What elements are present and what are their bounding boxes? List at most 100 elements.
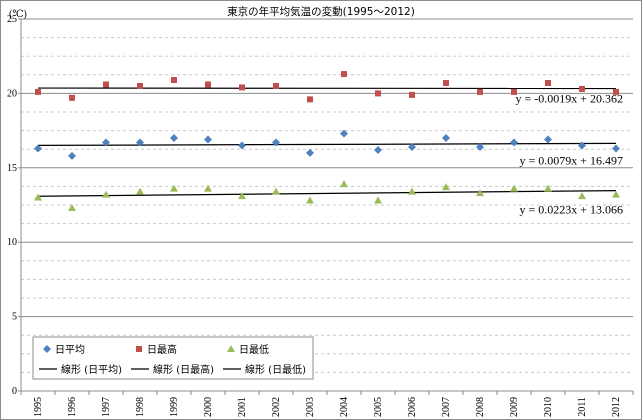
data-point xyxy=(306,196,314,204)
data-point xyxy=(578,141,586,150)
marker-layer xyxy=(34,71,620,211)
y-tick-label: 20 xyxy=(7,88,17,99)
data-point xyxy=(205,81,211,88)
data-point xyxy=(375,90,381,97)
data-point xyxy=(68,151,76,160)
legend-marker xyxy=(227,345,235,352)
data-point xyxy=(544,135,552,144)
legend-marker xyxy=(136,346,142,352)
data-point xyxy=(341,71,347,78)
data-point xyxy=(340,180,348,188)
data-point xyxy=(239,84,245,91)
legend-label: 日最低 xyxy=(239,343,269,356)
data-point xyxy=(443,79,449,86)
trendline xyxy=(37,190,617,197)
legend-label: 日平均 xyxy=(55,344,85,356)
axis-layer: 0 5 10 15 20 25 1995 1996 1997 1998 1999 2000 2001 20… xyxy=(7,14,634,417)
trendline-equation: y = -0.0019x + 20.362 xyxy=(515,92,623,106)
data-point xyxy=(510,184,518,192)
data-point xyxy=(408,142,416,151)
data-point xyxy=(545,79,551,86)
data-point xyxy=(272,138,280,147)
data-point xyxy=(69,94,75,101)
legend-marker xyxy=(43,345,51,353)
grid-layer xyxy=(21,18,633,373)
y-tick-label: 25 xyxy=(7,14,17,25)
y-tick-label: 15 xyxy=(7,163,17,174)
legend-label: 日最高 xyxy=(147,343,177,356)
y-tick-label: 5 xyxy=(12,312,17,323)
legend-label: 線形 (日平均) xyxy=(61,363,122,376)
data-point xyxy=(273,82,279,89)
y-tick-label: 10 xyxy=(7,237,17,248)
trendline xyxy=(37,142,617,147)
data-point xyxy=(170,184,178,192)
data-point xyxy=(612,144,620,153)
data-point xyxy=(544,184,552,192)
data-point xyxy=(171,77,177,84)
x-tick-label: 2007 xyxy=(441,397,452,417)
x-tick-label: 2001 xyxy=(237,397,248,417)
data-point xyxy=(442,183,450,191)
data-point xyxy=(102,190,110,198)
data-point xyxy=(306,148,314,157)
data-point xyxy=(34,144,42,153)
x-tick-label: 2004 xyxy=(339,397,350,417)
data-point xyxy=(307,96,313,103)
y-axis-unit: (℃) xyxy=(9,9,27,20)
trendline-equation: y = 0.0079x + 16.497 xyxy=(519,153,623,167)
data-point xyxy=(613,88,619,95)
x-tick-label: 2010 xyxy=(543,397,554,417)
data-point xyxy=(408,187,416,195)
data-point xyxy=(136,138,144,147)
x-tick-label: 1996 xyxy=(67,397,78,417)
y-tick-label: 0 xyxy=(12,386,17,397)
x-tick-label: 1997 xyxy=(101,397,112,417)
data-point xyxy=(34,193,42,201)
x-tick-label: 1998 xyxy=(135,397,146,417)
data-point xyxy=(170,134,178,143)
x-tick-label: 2003 xyxy=(305,397,316,417)
data-point xyxy=(374,196,382,204)
data-point xyxy=(238,141,246,150)
label-layer: y = 0.0079x + 16.497 y = -0.0019x + 20.36… xyxy=(515,92,623,217)
trendline-equation: y = 0.0223x + 13.066 xyxy=(519,203,623,217)
data-point xyxy=(409,91,415,98)
data-point xyxy=(511,88,517,95)
data-point xyxy=(238,192,246,200)
x-tick-label: 2011 xyxy=(577,397,588,417)
data-point xyxy=(204,135,212,144)
data-point xyxy=(272,187,280,195)
data-point xyxy=(68,203,76,211)
data-point xyxy=(374,145,382,154)
x-tick-label: 1999 xyxy=(169,397,180,417)
data-point xyxy=(137,82,143,89)
data-point xyxy=(476,189,484,197)
x-tick-label: 2012 xyxy=(611,397,622,417)
x-tick-label: 2009 xyxy=(509,397,520,417)
data-point xyxy=(579,85,585,92)
data-point xyxy=(477,88,483,95)
x-tick-label: 2006 xyxy=(407,397,418,417)
data-point xyxy=(136,187,144,195)
x-tick-label: 2008 xyxy=(475,397,486,417)
chart-title: 東京の年平均気温の変動(1995～2012) xyxy=(227,5,415,18)
data-point xyxy=(476,142,484,151)
x-tick-label: 1995 xyxy=(33,397,44,417)
data-point xyxy=(578,192,586,200)
x-tick-label: 2005 xyxy=(373,397,384,417)
legend-label: 線形 (日最低) xyxy=(245,363,306,376)
trend-layer xyxy=(37,87,617,197)
data-point xyxy=(510,138,518,147)
x-tick-label: 2000 xyxy=(203,397,214,417)
data-point xyxy=(612,190,620,198)
legend-label: 線形 (日最高) xyxy=(153,363,214,376)
data-point xyxy=(204,184,212,192)
data-point xyxy=(442,134,450,143)
data-point xyxy=(103,81,109,88)
x-tick-label: 2002 xyxy=(271,397,282,417)
